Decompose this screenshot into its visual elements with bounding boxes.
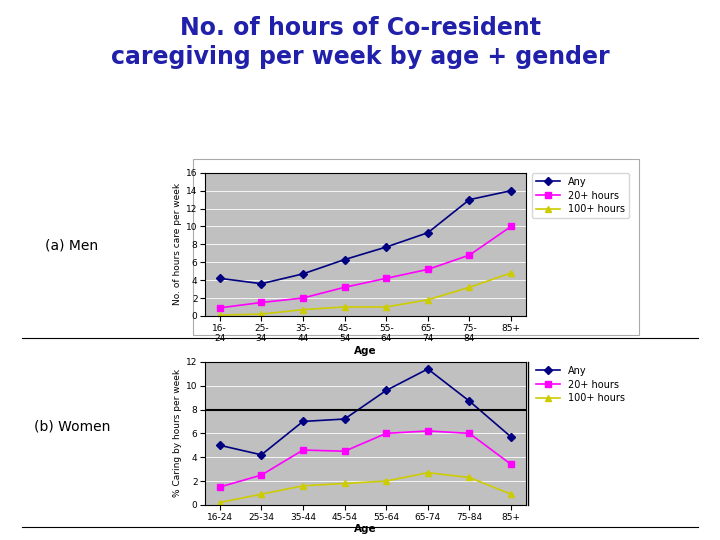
Line: 20+ hours: 20+ hours <box>217 224 514 310</box>
Line: 100+ hours: 100+ hours <box>217 470 514 505</box>
20+ hours <box>341 284 349 291</box>
Any <box>299 418 307 424</box>
Any <box>507 434 516 440</box>
100+ hours <box>507 270 516 276</box>
Any <box>299 271 307 277</box>
20+ hours <box>299 447 307 453</box>
Y-axis label: No. of hours care per week: No. of hours care per week <box>173 183 182 306</box>
100+ hours <box>299 306 307 313</box>
Y-axis label: % Caring by hours per week: % Caring by hours per week <box>173 369 182 497</box>
20+ hours <box>507 461 516 468</box>
Any <box>257 280 266 287</box>
100+ hours <box>215 312 224 318</box>
100+ hours <box>465 474 474 481</box>
100+ hours <box>341 303 349 310</box>
100+ hours <box>215 500 224 506</box>
20+ hours <box>215 484 224 490</box>
Text: (b) Women: (b) Women <box>34 420 110 434</box>
20+ hours <box>465 252 474 258</box>
Any <box>215 275 224 281</box>
Any <box>423 366 432 372</box>
100+ hours <box>382 478 390 484</box>
100+ hours <box>257 491 266 497</box>
Line: Any: Any <box>217 366 514 457</box>
20+ hours <box>215 305 224 311</box>
X-axis label: Age: Age <box>354 524 377 534</box>
Line: 20+ hours: 20+ hours <box>217 428 514 490</box>
Legend: Any, 20+ hours, 100+ hours: Any, 20+ hours, 100+ hours <box>532 362 629 407</box>
100+ hours <box>299 483 307 489</box>
100+ hours <box>507 491 516 497</box>
Any <box>423 230 432 236</box>
Any <box>465 398 474 404</box>
Any <box>507 187 516 194</box>
20+ hours <box>465 430 474 436</box>
Line: 100+ hours: 100+ hours <box>217 270 514 318</box>
20+ hours <box>257 299 266 306</box>
20+ hours <box>341 448 349 455</box>
20+ hours <box>423 428 432 434</box>
20+ hours <box>382 275 390 281</box>
Any <box>341 416 349 422</box>
Any <box>382 387 390 394</box>
Any <box>382 244 390 250</box>
20+ hours <box>257 472 266 478</box>
100+ hours <box>423 469 432 476</box>
20+ hours <box>382 430 390 436</box>
Text: (a) Men: (a) Men <box>45 239 99 253</box>
Any <box>465 197 474 203</box>
20+ hours <box>299 295 307 301</box>
Legend: Any, 20+ hours, 100+ hours: Any, 20+ hours, 100+ hours <box>532 173 629 218</box>
100+ hours <box>382 303 390 310</box>
Any <box>257 451 266 458</box>
X-axis label: Age: Age <box>354 346 377 356</box>
Any <box>341 256 349 263</box>
Any <box>215 442 224 449</box>
100+ hours <box>257 311 266 318</box>
20+ hours <box>507 223 516 230</box>
100+ hours <box>465 284 474 291</box>
Line: Any: Any <box>217 188 514 287</box>
20+ hours <box>423 266 432 273</box>
100+ hours <box>423 296 432 303</box>
Text: No. of hours of Co-resident
caregiving per week by age + gender: No. of hours of Co-resident caregiving p… <box>111 16 609 69</box>
100+ hours <box>341 480 349 487</box>
